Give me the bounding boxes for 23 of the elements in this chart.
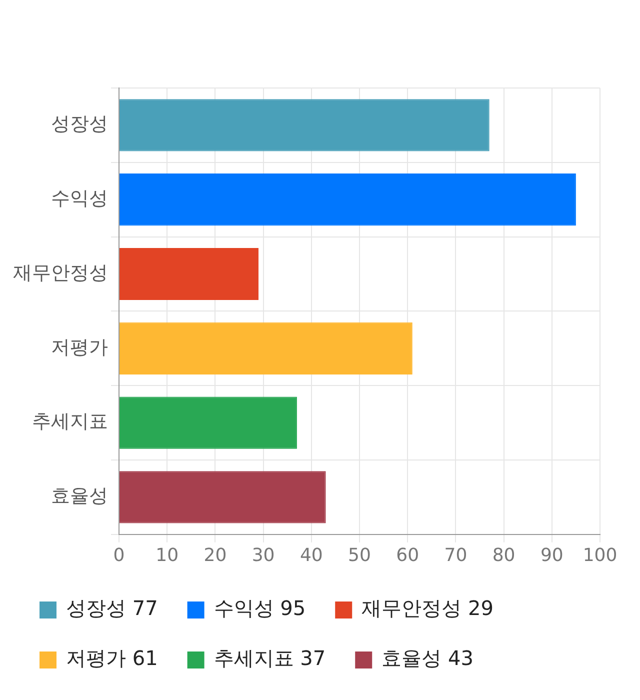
- legend-label: 추세지표 37: [214, 646, 326, 670]
- legend-label: 재무안정성 29: [362, 596, 494, 620]
- legend-label: 성장성 77: [66, 596, 158, 620]
- x-tick-label: 100: [582, 544, 618, 566]
- x-tick-label: 30: [252, 544, 275, 566]
- x-tick-label: 20: [204, 544, 227, 566]
- x-tick-label: 0: [113, 544, 125, 566]
- y-tick-label: 추세지표: [32, 410, 108, 433]
- x-tick-label: 50: [348, 544, 371, 566]
- y-tick-label: 수익성: [51, 188, 108, 210]
- y-tick-label: 효율성: [51, 485, 108, 508]
- x-tick-label: 80: [492, 544, 516, 566]
- legend-label: 저평가 61: [66, 646, 158, 670]
- x-tick-label: 70: [444, 544, 468, 566]
- x-tick-label: 90: [540, 544, 564, 566]
- x-tick-label: 10: [156, 544, 179, 566]
- x-tick-label: 40: [300, 544, 323, 566]
- legend-label: 수익성 95: [214, 596, 306, 620]
- y-tick-label: 저평가: [51, 336, 108, 358]
- x-tick-label: 60: [396, 544, 420, 566]
- y-tick-label: 성장성: [51, 113, 108, 136]
- legend-label: 효율성 43: [382, 646, 474, 670]
- y-tick-label: 재무안정성: [13, 262, 108, 284]
